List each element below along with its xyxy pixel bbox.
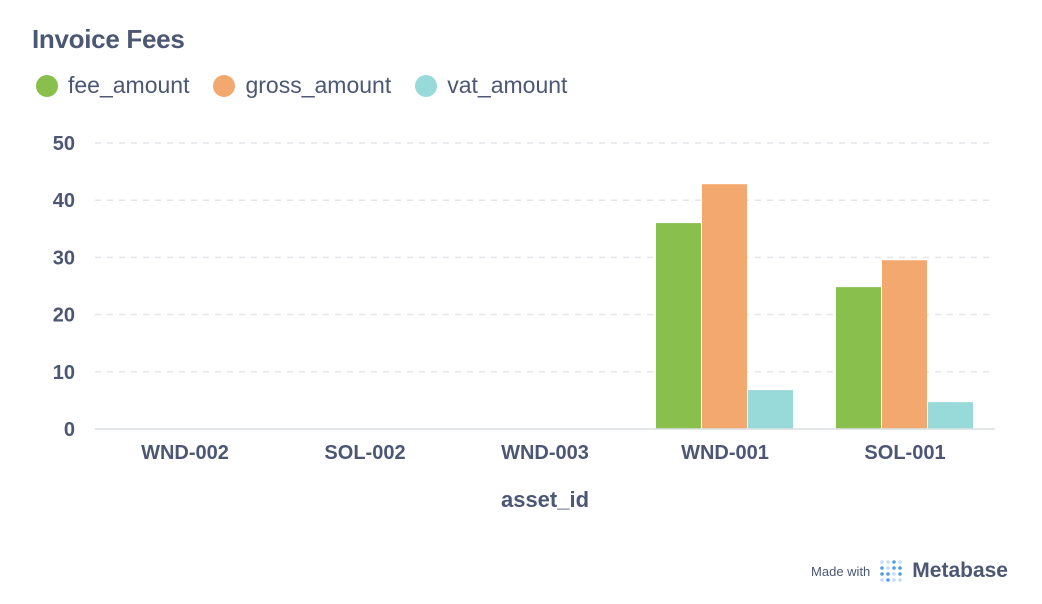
legend-label: vat_amount bbox=[447, 72, 568, 98]
bar-gross_amount-WND-001[interactable] bbox=[702, 184, 747, 429]
legend-swatch bbox=[415, 74, 438, 97]
y-tick-label: 10 bbox=[53, 362, 75, 384]
y-tick-label: 40 bbox=[53, 190, 75, 212]
x-tick-label: SOL-001 bbox=[864, 442, 945, 464]
made-with-label: Made with bbox=[811, 563, 871, 579]
legend-label: gross_amount bbox=[245, 72, 392, 98]
x-tick-label: WND-002 bbox=[141, 442, 229, 464]
bar-fee_amount-WND-001[interactable] bbox=[656, 223, 701, 429]
x-tick-label: SOL-002 bbox=[324, 442, 405, 464]
footer-branding[interactable]: Made with Metabase bbox=[811, 558, 1008, 584]
y-tick-label: 0 bbox=[64, 419, 75, 441]
x-tick-label: WND-001 bbox=[681, 442, 769, 464]
bar-fee_amount-SOL-001[interactable] bbox=[836, 287, 881, 429]
legend: fee_amount gross_amount vat_amount bbox=[36, 72, 567, 99]
bar-gross_amount-SOL-001[interactable] bbox=[882, 260, 927, 429]
y-tick-label: 50 bbox=[53, 133, 75, 155]
legend-swatch bbox=[213, 74, 236, 97]
metabase-logo-icon bbox=[880, 560, 903, 582]
bar-vat_amount-SOL-001[interactable] bbox=[928, 402, 973, 429]
legend-item-gross_amount[interactable]: gross_amount bbox=[213, 72, 391, 99]
bar-vat_amount-WND-001[interactable] bbox=[748, 390, 793, 429]
legend-item-fee_amount[interactable]: fee_amount bbox=[36, 72, 189, 99]
x-tick-label: WND-003 bbox=[501, 442, 589, 464]
legend-swatch bbox=[36, 74, 58, 97]
chart-title: Invoice Fees bbox=[32, 24, 185, 54]
legend-item-vat_amount[interactable]: vat_amount bbox=[415, 72, 567, 99]
y-tick-label: 20 bbox=[53, 305, 75, 327]
y-tick-label: 30 bbox=[53, 247, 75, 269]
x-axis-label: asset_id bbox=[501, 487, 589, 512]
metabase-brand: Metabase bbox=[912, 559, 1008, 582]
legend-label: fee_amount bbox=[68, 72, 190, 98]
